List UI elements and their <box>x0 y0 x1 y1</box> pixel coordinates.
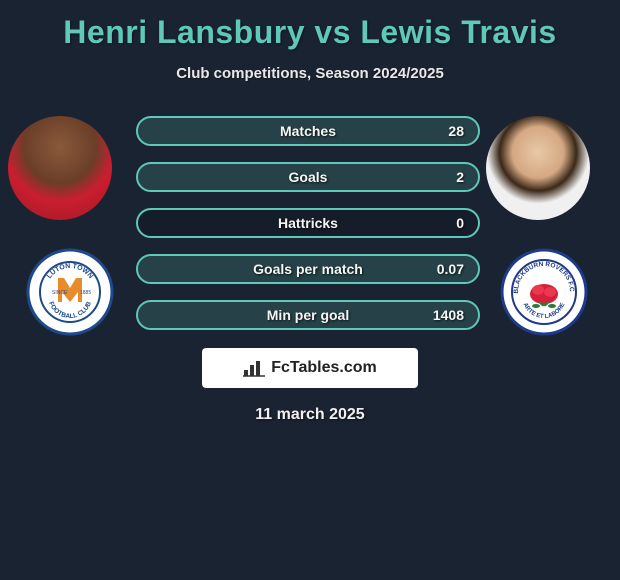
svg-text:SINCE: SINCE <box>52 290 68 296</box>
subtitle: Club competitions, Season 2024/2025 <box>0 65 620 82</box>
bars-chart-icon <box>243 359 265 377</box>
stat-label: Min per goal <box>267 307 349 323</box>
stat-label: Goals per match <box>253 261 363 277</box>
stats-container: Matches 28 Goals 2 Hattricks 0 Goals per… <box>136 116 480 346</box>
stat-value: 0.07 <box>437 261 464 277</box>
date-text: 11 march 2025 <box>0 406 620 424</box>
stat-label: Goals <box>289 169 328 185</box>
player-right-avatar <box>486 116 590 220</box>
stat-row-goals: Goals 2 <box>136 162 480 192</box>
comparison-content: LUTON TOWN FOOTBALL CLUB SINCE 1885 BLAC… <box>0 112 620 342</box>
brand-badge: FcTables.com <box>202 348 418 388</box>
club-right-badge: BLACKBURN ROVERS F.C. ARTE ET LABORE <box>500 248 588 336</box>
svg-text:1885: 1885 <box>80 290 91 296</box>
stat-row-hattricks: Hattricks 0 <box>136 208 480 238</box>
brand-text: FcTables.com <box>271 359 377 377</box>
stat-row-min-per-goal: Min per goal 1408 <box>136 300 480 330</box>
stat-row-matches: Matches 28 <box>136 116 480 146</box>
player-left-avatar <box>8 116 112 220</box>
blackburn-rovers-badge-icon: BLACKBURN ROVERS F.C. ARTE ET LABORE <box>500 248 588 336</box>
stat-value: 2 <box>456 169 464 185</box>
player-left-face <box>8 116 112 220</box>
stat-label: Hattricks <box>278 215 338 231</box>
stat-value: 0 <box>456 215 464 231</box>
stat-value: 28 <box>448 123 464 139</box>
club-left-badge: LUTON TOWN FOOTBALL CLUB SINCE 1885 <box>26 248 114 336</box>
page-title: Henri Lansbury vs Lewis Travis <box>0 0 620 51</box>
luton-town-badge-icon: LUTON TOWN FOOTBALL CLUB SINCE 1885 <box>26 248 114 336</box>
player-right-face <box>486 116 590 220</box>
stat-label: Matches <box>280 123 336 139</box>
stat-row-goals-per-match: Goals per match 0.07 <box>136 254 480 284</box>
stat-value: 1408 <box>433 307 464 323</box>
